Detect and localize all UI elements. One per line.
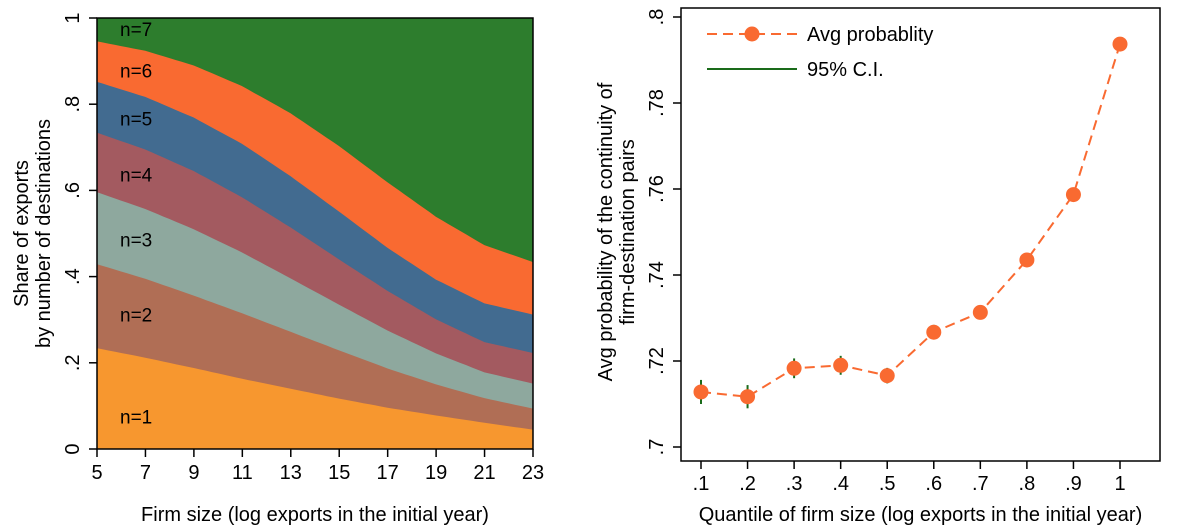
left-x-axis-title: Firm size (log exports in the initial ye… bbox=[141, 504, 489, 526]
y-tick-label: .8 bbox=[646, 9, 668, 26]
data-point bbox=[1065, 187, 1081, 203]
area-label-n-3: n=3 bbox=[120, 230, 152, 251]
x-tick-label: .6 bbox=[925, 473, 942, 495]
x-tick-label: 5 bbox=[91, 462, 102, 484]
data-point bbox=[1019, 252, 1035, 268]
right-y-axis-title-line2: firm-destination pairs bbox=[617, 139, 639, 325]
y-tick-label: .4 bbox=[62, 268, 84, 285]
y-tick-label: 1 bbox=[62, 12, 84, 23]
legend-label-ci: 95% C.I. bbox=[807, 59, 884, 81]
y-tick-label: .78 bbox=[646, 89, 668, 117]
right-y-axis-ticks: .7 .72 .74 .76 .78 .8 bbox=[646, 9, 681, 456]
x-tick-label: .8 bbox=[1019, 473, 1036, 495]
x-tick-label: 9 bbox=[188, 462, 199, 484]
x-tick-label: 21 bbox=[473, 462, 495, 484]
legend-marker-avg bbox=[744, 26, 760, 42]
left-y-axis-title-line2: by number of destinations bbox=[33, 119, 55, 348]
y-tick-label: .8 bbox=[62, 96, 84, 113]
y-tick-label: .76 bbox=[646, 175, 668, 203]
area-label-n-6: n=6 bbox=[120, 61, 152, 82]
right-x-axis-ticks: .1 .2 .3 .4 .5 .6 .7 .8 .9 1 bbox=[693, 461, 1126, 495]
x-tick-label: 17 bbox=[377, 462, 399, 484]
x-tick-label: 13 bbox=[280, 462, 302, 484]
x-tick-label: 19 bbox=[425, 462, 447, 484]
x-tick-label: .2 bbox=[739, 473, 756, 495]
x-tick-label: .3 bbox=[786, 473, 803, 495]
right-x-axis-title: Quantile of firm size (log exports in th… bbox=[699, 504, 1143, 526]
y-tick-label: .74 bbox=[646, 261, 668, 289]
left-x-axis-ticks: 5 7 9 11 13 15 17 19 21 23 bbox=[91, 449, 544, 484]
x-tick-label: 23 bbox=[522, 462, 544, 484]
x-tick-label: .4 bbox=[832, 473, 849, 495]
stacked-areas bbox=[96, 17, 534, 450]
left-y-axis-ticks: 0 .2 .4 .6 .8 1 bbox=[62, 12, 97, 455]
data-point bbox=[1112, 36, 1128, 52]
area-label-n-4: n=4 bbox=[120, 166, 153, 187]
y-tick-label: 0 bbox=[62, 443, 84, 454]
area-label-n-5: n=5 bbox=[120, 110, 152, 131]
y-tick-label: .2 bbox=[62, 354, 84, 371]
area-label-n-2: n=2 bbox=[120, 306, 152, 327]
data-point bbox=[926, 324, 942, 340]
legend-label-avg: Avg probablity bbox=[807, 24, 933, 46]
x-tick-label: .7 bbox=[972, 473, 989, 495]
left-panel-area-chart: n=1n=2n=3n=4n=5n=6n=7 5 7 9 11 13 15 17 19 21 23 … bbox=[11, 12, 544, 526]
left-plot-frame bbox=[96, 17, 534, 450]
data-point bbox=[972, 304, 988, 320]
data-point bbox=[693, 384, 709, 400]
area-label-n-1: n=1 bbox=[120, 408, 152, 429]
y-tick-label: .72 bbox=[646, 347, 668, 375]
x-tick-label: 11 bbox=[232, 462, 253, 484]
y-tick-label: .7 bbox=[646, 439, 668, 456]
x-tick-label: 7 bbox=[140, 462, 151, 484]
area-labels: n=1 n=2 n=3 n=4 n=5 n=6 n=7 bbox=[120, 20, 153, 429]
left-y-axis-title-line1: Share of exports bbox=[11, 160, 33, 307]
area-label-n-7: n=7 bbox=[120, 20, 152, 41]
avg-probability-line bbox=[700, 43, 1121, 398]
y-tick-label: .6 bbox=[62, 182, 84, 199]
right-panel-line-chart: .1 .2 .3 .4 .5 .6 .7 .8 .9 1 .7 .72 .74 .76 .78 .8 Qua… bbox=[595, 7, 1161, 526]
data-point bbox=[786, 360, 802, 376]
x-tick-label: 1 bbox=[1114, 473, 1125, 495]
data-point bbox=[740, 389, 756, 405]
data-point bbox=[833, 357, 849, 373]
x-tick-label: 15 bbox=[328, 462, 350, 484]
data-point bbox=[879, 368, 895, 384]
legend: Avg probablity 95% C.I. bbox=[707, 24, 933, 81]
right-y-axis-title-line1: Avg probability of the continuity of bbox=[595, 82, 617, 381]
x-tick-label: .1 bbox=[693, 473, 710, 495]
x-tick-label: .5 bbox=[879, 473, 896, 495]
x-tick-label: .9 bbox=[1065, 473, 1082, 495]
avg-probability-points bbox=[693, 36, 1128, 405]
right-plot-frame bbox=[680, 7, 1161, 462]
